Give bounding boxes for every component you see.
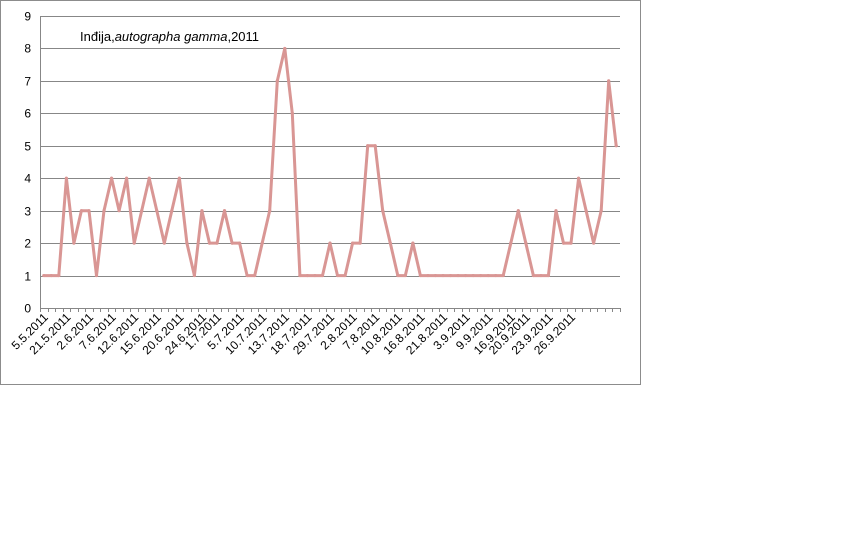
- data-point: [343, 273, 347, 278]
- data-point: [94, 273, 99, 278]
- data-point: [320, 273, 325, 278]
- data-point: [599, 209, 603, 213]
- data-point: [516, 209, 520, 213]
- data-point: [366, 144, 370, 148]
- data-point: [607, 79, 611, 83]
- data-point: [253, 273, 257, 278]
- data-point: [494, 273, 498, 278]
- data-point: [275, 79, 279, 83]
- data-point: [79, 209, 84, 213]
- data-point: [102, 209, 106, 213]
- x-axis-tick-labels: 5.5.201121.5.20112.6.20117.6.201112.6.20…: [9, 310, 579, 357]
- data-point: [170, 209, 174, 213]
- data-point: [403, 273, 407, 278]
- data-point: [215, 241, 219, 245]
- data-point: [584, 209, 588, 213]
- data-point: [358, 241, 362, 245]
- data-point: [388, 241, 392, 245]
- y-tick-label: 1: [24, 270, 31, 284]
- data-point: [531, 273, 535, 278]
- data-point: [411, 241, 415, 245]
- data-point: [539, 273, 543, 278]
- y-tick-label: 3: [24, 205, 31, 219]
- data-point: [268, 209, 272, 213]
- data-point: [501, 273, 505, 278]
- data-point: [207, 241, 212, 245]
- data-point: [185, 241, 189, 245]
- data-point: [64, 176, 68, 180]
- data-point: [245, 273, 249, 278]
- y-tick-label: 8: [24, 42, 31, 56]
- data-point: [109, 176, 114, 180]
- data-point: [479, 273, 483, 278]
- data-point: [509, 241, 513, 245]
- y-tick-label: 2: [24, 237, 31, 251]
- data-point: [298, 273, 302, 278]
- y-tick-label: 6: [24, 107, 31, 121]
- data-point: [238, 241, 242, 245]
- data-point: [87, 209, 91, 213]
- data-point: [328, 241, 332, 245]
- data-point: [569, 241, 573, 245]
- data-point: [546, 273, 551, 278]
- y-tick-label: 5: [24, 140, 31, 154]
- chart-title-part: ,2011: [227, 29, 259, 44]
- data-point: [463, 273, 468, 278]
- data-point: [561, 241, 566, 245]
- data-point: [42, 273, 46, 278]
- y-tick-label: 7: [24, 75, 31, 89]
- data-point: [456, 273, 460, 278]
- data-point: [72, 241, 76, 245]
- data-point: [448, 273, 453, 278]
- data-point: [381, 209, 385, 213]
- data-point: [147, 176, 151, 180]
- series-layer: [42, 46, 618, 278]
- y-tick-label: 0: [24, 302, 31, 316]
- data-point: [313, 273, 317, 278]
- data-point: [125, 176, 129, 180]
- data-point: [230, 241, 234, 245]
- y-tick-label: 4: [24, 172, 31, 186]
- data-point: [418, 273, 422, 278]
- y-axis-tick-labels: 0 1 2 3 4 5 6 7 8 9: [24, 10, 31, 316]
- data-point: [192, 273, 197, 278]
- data-point: [162, 241, 166, 245]
- data-point: [49, 273, 53, 278]
- data-point: [524, 241, 528, 245]
- chart-title: Inđija,autographa gamma,2011: [80, 29, 259, 44]
- data-point: [441, 273, 445, 278]
- data-point: [177, 176, 181, 180]
- data-point: [554, 209, 558, 213]
- data-point: [290, 111, 294, 115]
- chart-title-part: autographa gamma: [115, 29, 228, 44]
- data-point: [57, 273, 61, 278]
- gridlines: [40, 16, 620, 277]
- y-tick-label: 9: [24, 10, 31, 24]
- data-point: [132, 241, 136, 245]
- data-point: [471, 273, 475, 278]
- data-point: [614, 144, 618, 148]
- axes: [40, 16, 621, 312]
- data-point: [283, 46, 287, 51]
- data-point: [350, 241, 355, 245]
- data-point: [373, 144, 377, 148]
- data-point: [305, 273, 310, 278]
- data-point: [260, 241, 264, 245]
- data-point: [140, 209, 144, 213]
- data-point: [396, 273, 400, 278]
- chart-title-part: Inđija,: [80, 29, 115, 44]
- data-point: [433, 273, 438, 278]
- data-point: [155, 209, 159, 213]
- data-point: [426, 273, 430, 278]
- data-point: [117, 209, 121, 213]
- data-point: [222, 209, 227, 213]
- data-point: [592, 241, 596, 245]
- data-point: [486, 273, 490, 278]
- data-point: [335, 273, 340, 278]
- data-point: [576, 176, 581, 180]
- data-point: [200, 209, 204, 213]
